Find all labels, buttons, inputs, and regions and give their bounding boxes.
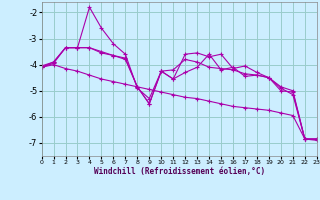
X-axis label: Windchill (Refroidissement éolien,°C): Windchill (Refroidissement éolien,°C): [94, 167, 265, 176]
